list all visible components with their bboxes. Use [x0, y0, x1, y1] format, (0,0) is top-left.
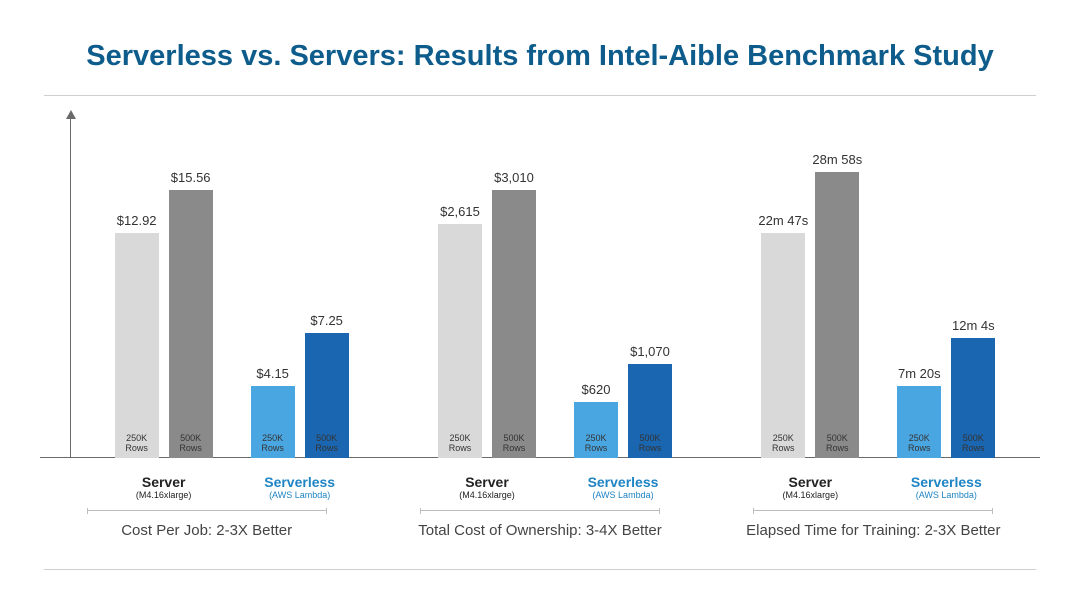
- server-bar-250k: 22m 47s250KRows: [761, 233, 805, 458]
- bar-rows-label: 250KRows: [908, 434, 931, 454]
- caption-text: Total Cost of Ownership: 3-4X Better: [373, 522, 706, 539]
- xlabel-title: Server: [438, 474, 536, 490]
- server-bar-250k: $2,615250KRows: [438, 224, 482, 458]
- page-title: Serverless vs. Servers: Results from Int…: [40, 30, 1040, 95]
- serverless-pair: $4.15250KRows$7.25500KRows: [251, 158, 349, 458]
- bar-rows-label: 500KRows: [826, 434, 849, 454]
- server-pair: 22m 47s250KRows28m 58s500KRows: [761, 158, 859, 458]
- caption-text: Cost Per Job: 2-3X Better: [40, 522, 373, 539]
- bars-row: 22m 47s250KRows28m 58s500KRows 7m 20s250K…: [717, 158, 1040, 458]
- caption-bracket: [420, 510, 660, 518]
- bar-value-label: $15.56: [131, 170, 251, 185]
- caption-bracket: [87, 510, 327, 518]
- serverless-bar-500k: $7.25500KRows: [305, 333, 349, 458]
- divider-top: [44, 95, 1036, 96]
- xlabel-title: Serverless: [251, 474, 349, 490]
- xlabel-sub: (AWS Lambda): [897, 490, 995, 500]
- serverless-bar-250k: $4.15250KRows: [251, 386, 295, 458]
- benchmark-infographic: Serverless vs. Servers: Results from Int…: [0, 0, 1080, 608]
- serverless-bar-250k: $620250KRows: [574, 402, 618, 458]
- xlabel-serverless: Serverless(AWS Lambda): [574, 474, 672, 500]
- panels-row: $12.92250KRows$15.56500KRows$4.15250KRow…: [70, 118, 1040, 498]
- x-labels: Server(M4.16xlarge) Serverless(AWS Lambda…: [717, 474, 1040, 500]
- xlabel-title: Server: [115, 474, 213, 490]
- bar-rows-label: 500KRows: [962, 434, 985, 454]
- x-labels: Server(M4.16xlarge) Serverless(AWS Lambda…: [70, 474, 393, 500]
- serverless-pair: $620250KRows$1,070500KRows: [574, 158, 672, 458]
- server-pair: $12.92250KRows$15.56500KRows: [115, 158, 213, 458]
- xlabel-server: Server(M4.16xlarge): [438, 474, 536, 500]
- bar-rows-label: 500KRows: [639, 434, 662, 454]
- serverless-bar-500k: $1,070500KRows: [628, 364, 672, 458]
- x-labels: Server(M4.16xlarge) Serverless(AWS Lambda…: [393, 474, 716, 500]
- panel-1: $2,615250KRows$3,010500KRows$620250KRows…: [393, 118, 716, 498]
- xlabel-serverless: Serverless(AWS Lambda): [897, 474, 995, 500]
- xlabel-sub: (AWS Lambda): [574, 490, 672, 500]
- server-bar-500k: $15.56500KRows: [169, 190, 213, 458]
- serverless-bar-500k: 12m 4s500KRows: [951, 338, 995, 458]
- captions-row: Cost Per Job: 2-3X BetterTotal Cost of O…: [40, 516, 1040, 539]
- xlabel-title: Server: [761, 474, 859, 490]
- xlabel-sub: (M4.16xlarge): [115, 490, 213, 500]
- bar-value-label: 12m 4s: [913, 318, 1033, 333]
- xlabel-title: Serverless: [897, 474, 995, 490]
- caption-cell-0: Cost Per Job: 2-3X Better: [40, 516, 373, 539]
- bar-rows-label: 250KRows: [772, 434, 795, 454]
- server-bar-250k: $12.92250KRows: [115, 233, 159, 458]
- server-pair: $2,615250KRows$3,010500KRows: [438, 158, 536, 458]
- bars-row: $2,615250KRows$3,010500KRows$620250KRows…: [393, 158, 716, 458]
- xlabel-server: Server(M4.16xlarge): [761, 474, 859, 500]
- serverless-bar-250k: 7m 20s250KRows: [897, 386, 941, 458]
- xlabel-sub: (M4.16xlarge): [438, 490, 536, 500]
- charts-area: $12.92250KRows$15.56500KRows$4.15250KRow…: [40, 118, 1040, 498]
- bar-value-label: $7.25: [267, 313, 387, 328]
- divider-bottom: [44, 569, 1036, 570]
- xlabel-sub: (M4.16xlarge): [761, 490, 859, 500]
- xlabel-title: Serverless: [574, 474, 672, 490]
- bar-rows-label: 500KRows: [315, 434, 338, 454]
- caption-text: Elapsed Time for Training: 2-3X Better: [707, 522, 1040, 539]
- caption-cell-1: Total Cost of Ownership: 3-4X Better: [373, 516, 706, 539]
- panel-2: 22m 47s250KRows28m 58s500KRows7m 20s250K…: [717, 118, 1040, 498]
- serverless-pair: 7m 20s250KRows12m 4s500KRows: [897, 158, 995, 458]
- caption-bracket: [753, 510, 993, 518]
- server-bar-500k: 28m 58s500KRows: [815, 172, 859, 458]
- xlabel-sub: (AWS Lambda): [251, 490, 349, 500]
- panel-0: $12.92250KRows$15.56500KRows$4.15250KRow…: [70, 118, 393, 498]
- bars-row: $12.92250KRows$15.56500KRows$4.15250KRow…: [70, 158, 393, 458]
- bar-value-label: 28m 58s: [777, 152, 897, 167]
- bar-rows-label: 500KRows: [503, 434, 526, 454]
- xlabel-serverless: Serverless(AWS Lambda): [251, 474, 349, 500]
- bar-rows-label: 250KRows: [585, 434, 608, 454]
- bar-value-label: $3,010: [454, 170, 574, 185]
- bar-rows-label: 500KRows: [179, 434, 202, 454]
- server-bar-500k: $3,010500KRows: [492, 190, 536, 458]
- bar-value-label: $1,070: [590, 344, 710, 359]
- caption-cell-2: Elapsed Time for Training: 2-3X Better: [707, 516, 1040, 539]
- bar-rows-label: 250KRows: [125, 434, 148, 454]
- xlabel-server: Server(M4.16xlarge): [115, 474, 213, 500]
- bar-rows-label: 250KRows: [449, 434, 472, 454]
- bar-rows-label: 250KRows: [261, 434, 284, 454]
